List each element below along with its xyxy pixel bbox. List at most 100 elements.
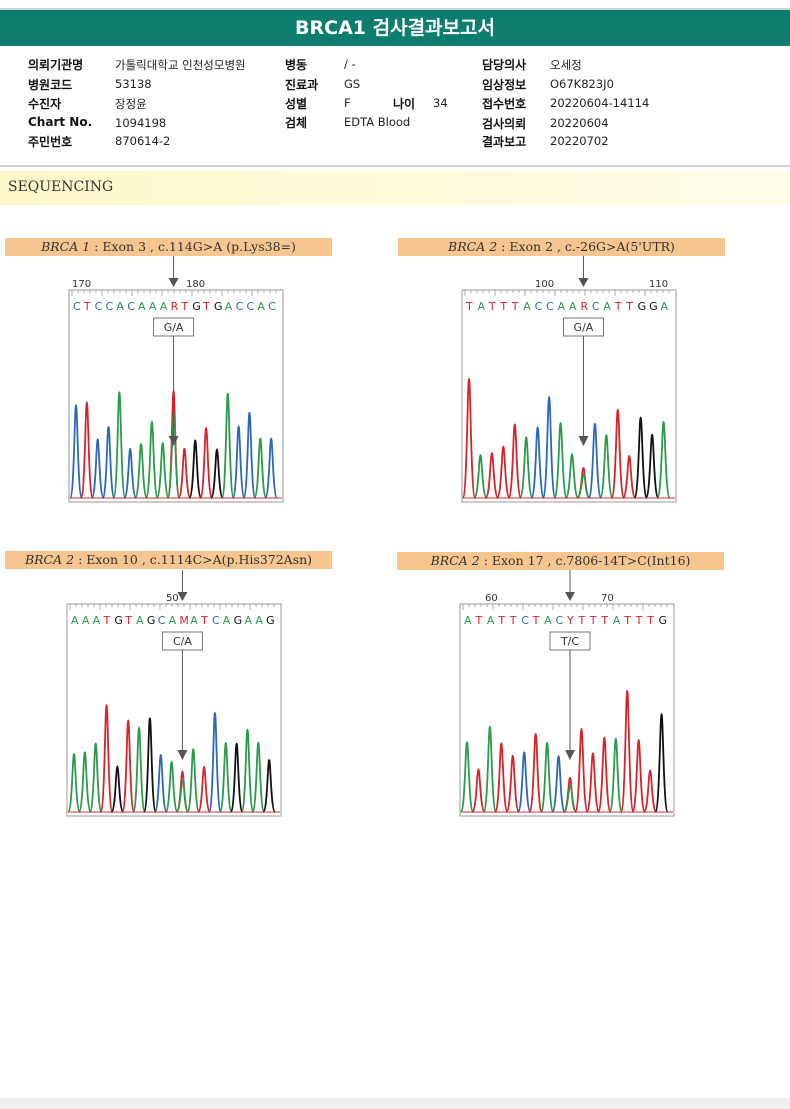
variant-detail: : Exon 3 , c.114G>A (p.Lys38=): [94, 239, 296, 254]
chromatogram-peak: [210, 448, 224, 499]
base-call: A: [93, 614, 101, 627]
chromatogram-peak: [145, 420, 159, 499]
chromatogram-peak: [123, 447, 138, 499]
value-receipt-number: 20220604-14114: [550, 96, 650, 110]
base-call: A: [225, 300, 233, 313]
chromatogram-peak: [143, 717, 157, 813]
gene-name: BRCA 2: [448, 239, 498, 254]
value-department: GS: [344, 77, 361, 91]
label-test-request: 검사의뢰: [482, 117, 527, 131]
label-specimen: 검체: [285, 116, 308, 130]
chromatogram-peak: [197, 765, 211, 813]
base-call: T: [497, 614, 505, 627]
chromatogram-peak: [587, 422, 603, 499]
gene-name: BRCA 2: [430, 553, 480, 568]
variant-detail: : Exon 10 , c.1114C>A(p.His372Asn): [78, 552, 313, 567]
base-call: A: [544, 614, 552, 627]
section-title: SEQUENCING: [8, 179, 114, 195]
value-sex: F: [344, 96, 351, 110]
base-call: G: [266, 614, 275, 627]
base-call: A: [71, 614, 79, 627]
variant-call-label: G/A: [574, 321, 594, 334]
base-call: T: [511, 300, 519, 313]
chromatogram-peak: [530, 426, 545, 499]
chromatogram-peak: [656, 420, 671, 499]
base-call: T: [180, 300, 188, 313]
base-call: T: [124, 614, 132, 627]
value-ward: / -: [344, 57, 356, 71]
chromatogram-peak: [153, 754, 168, 813]
base-call: T: [499, 300, 507, 313]
chromatogram-peak: [186, 748, 201, 813]
chromatogram-peak: [262, 759, 277, 813]
gene-name: BRCA 1: [41, 239, 91, 254]
chromatogram-peak: [253, 437, 268, 499]
base-call: T: [200, 614, 208, 627]
page-footer: [0, 1098, 790, 1109]
chromatogram-peak: [99, 704, 114, 813]
chromatogram-peak: [220, 392, 235, 499]
label-hospital-code: 병원코드: [28, 78, 73, 92]
patient-info: 의뢰기관명 가톨릭대학교 인천성모병원 병원코드 53138 수진자 장정윤 C…: [0, 52, 790, 162]
base-call: C: [592, 300, 600, 313]
chromatogram-peak: [164, 761, 179, 813]
base-call: A: [487, 614, 495, 627]
base-call: R: [171, 300, 179, 313]
chromatogram-peak: [110, 765, 125, 813]
base-call: T: [635, 614, 643, 627]
panel-caption-4: BRCA 2 : Exon 17 , c.7806-14T>C(Int16): [397, 552, 724, 570]
variant-call-label: C/A: [173, 635, 192, 648]
base-call: A: [244, 614, 252, 627]
chromatogram-peak: [77, 751, 92, 813]
chromatogram-peak-secondary: [175, 778, 190, 813]
chromatogram-peak-secondary: [576, 473, 591, 499]
value-hospital-code: 53138: [115, 77, 152, 91]
section-band: SEQUENCING: [0, 171, 790, 205]
value-specimen: EDTA Blood: [344, 115, 411, 129]
chromatogram-peak: [599, 434, 614, 499]
chromatogram-peak: [608, 737, 623, 813]
chromatogram-peak: [112, 391, 127, 499]
base-call: A: [661, 300, 669, 313]
chromatogram-peak: [597, 736, 612, 813]
value-physician: 오세정: [550, 58, 582, 72]
base-call: A: [190, 614, 198, 627]
chromatogram-peak: [644, 433, 660, 499]
chromatogram-peak: [177, 447, 192, 499]
base-call: A: [603, 300, 611, 313]
chromatogram-peak-secondary: [562, 783, 578, 813]
call-pointer-arrowhead: [168, 436, 179, 446]
chromatogram-peak: [69, 404, 83, 499]
chromatogram-peak: [539, 741, 555, 813]
chromatogram-peak: [471, 768, 486, 813]
pointer-arrowhead: [578, 278, 589, 287]
variant-call-label: T/C: [560, 635, 579, 648]
variant-detail: : Exon 2 , c.-26G>A(5'UTR): [501, 239, 675, 254]
chromatogram-panel-2: 100 110 T A T T T A C C A A R C A T T G G A G/A: [461, 256, 679, 506]
base-call: T: [465, 300, 473, 313]
value-patient: 장정윤: [115, 97, 147, 111]
chromatogram-peak: [551, 755, 566, 813]
chromatogram-peak: [155, 442, 170, 499]
label-patient: 수진자: [28, 97, 62, 111]
chromatogram-peak: [642, 769, 658, 813]
base-call: T: [600, 614, 608, 627]
value-resident-number: 870614-2: [115, 134, 171, 148]
panel-caption-1: BRCA 1 : Exon 3 , c.114G>A (p.Lys38=): [5, 238, 332, 256]
base-call: T: [614, 300, 622, 313]
position-label: 180: [186, 279, 205, 290]
chromatogram-peak: [494, 742, 509, 813]
position-label: 50: [166, 593, 179, 604]
base-call: T: [577, 614, 585, 627]
panel-caption-3: BRCA 2 : Exon 10 , c.1114C>A(p.His372Asn…: [5, 551, 332, 569]
label-sex: 성별: [285, 97, 308, 111]
report-title: BRCA1 검사결과보고서: [295, 17, 495, 39]
base-call: T: [532, 614, 540, 627]
chromatogram-peak: [505, 754, 520, 813]
pointer-arrowhead: [168, 278, 179, 287]
gene-name: BRCA 2: [24, 552, 75, 567]
base-call: C: [236, 300, 244, 313]
call-pointer-arrowhead: [177, 750, 188, 760]
chromatogram-peak: [620, 689, 635, 813]
